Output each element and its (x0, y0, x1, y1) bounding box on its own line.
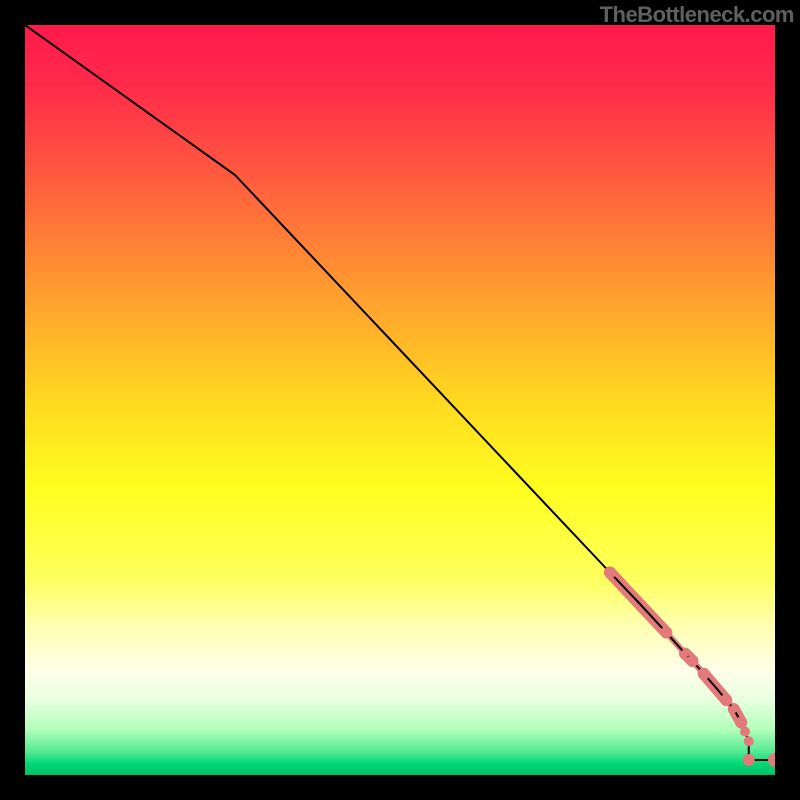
chart-background (25, 25, 775, 775)
marker-dot (698, 668, 710, 680)
marker-dot (740, 727, 750, 737)
marker-dot (730, 705, 738, 713)
marker-dot (744, 736, 754, 746)
bottleneck-chart (25, 25, 775, 775)
watermark-text: TheBottleneck.com (600, 2, 794, 28)
marker-dot (660, 627, 672, 639)
chart-svg (25, 25, 775, 775)
marker-dot (604, 567, 616, 579)
marker-dot (720, 694, 732, 706)
marker-dot (687, 655, 699, 667)
marker-dot (681, 650, 689, 658)
marker-dot (743, 754, 755, 766)
